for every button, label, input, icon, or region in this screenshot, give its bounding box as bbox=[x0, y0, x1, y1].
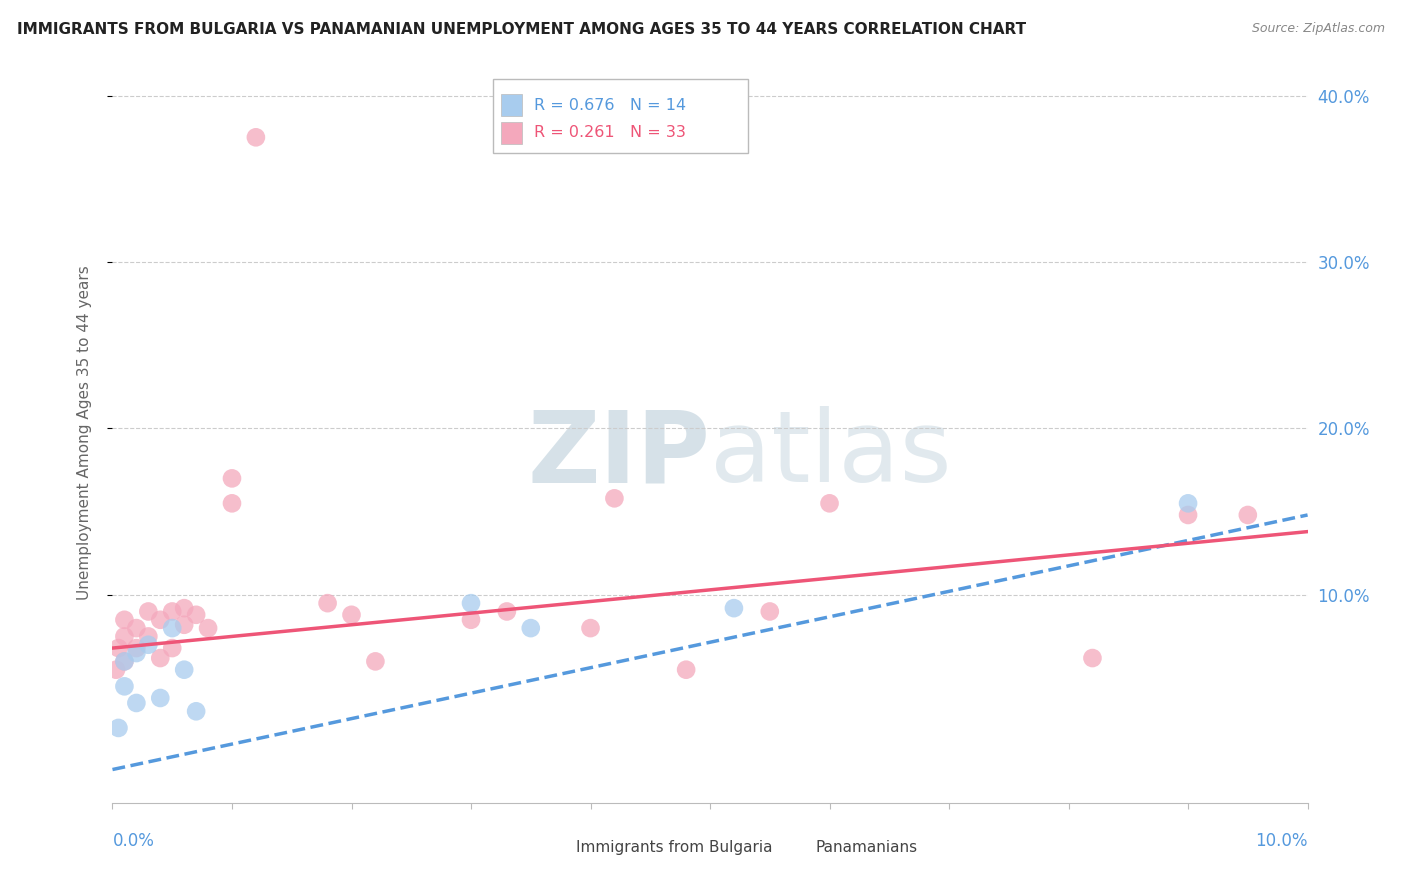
Y-axis label: Unemployment Among Ages 35 to 44 years: Unemployment Among Ages 35 to 44 years bbox=[77, 265, 91, 600]
Text: R = 0.676   N = 14: R = 0.676 N = 14 bbox=[534, 98, 686, 113]
Point bbox=[1177, 496, 1199, 510]
Point bbox=[107, 721, 129, 735]
Point bbox=[675, 663, 697, 677]
Point bbox=[818, 496, 841, 510]
Point bbox=[186, 607, 208, 622]
Point bbox=[149, 613, 172, 627]
Point bbox=[460, 596, 482, 610]
Text: atlas: atlas bbox=[710, 407, 952, 503]
Text: Source: ZipAtlas.com: Source: ZipAtlas.com bbox=[1251, 22, 1385, 36]
Point bbox=[245, 130, 267, 145]
Point bbox=[114, 654, 135, 668]
Point bbox=[1081, 651, 1104, 665]
Point bbox=[1237, 508, 1260, 522]
Point bbox=[186, 704, 208, 718]
Point bbox=[173, 663, 195, 677]
Bar bbox=[501, 121, 523, 144]
Point bbox=[603, 491, 626, 506]
Point bbox=[162, 621, 183, 635]
Point bbox=[364, 654, 387, 668]
Text: IMMIGRANTS FROM BULGARIA VS PANAMANIAN UNEMPLOYMENT AMONG AGES 35 TO 44 YEARS CO: IMMIGRANTS FROM BULGARIA VS PANAMANIAN U… bbox=[17, 22, 1026, 37]
Text: Panamanians: Panamanians bbox=[815, 839, 917, 855]
Point bbox=[197, 621, 219, 635]
Point bbox=[1177, 508, 1199, 522]
Point bbox=[138, 638, 160, 652]
Bar bbox=[501, 95, 523, 117]
Point bbox=[316, 596, 339, 610]
Point bbox=[723, 601, 745, 615]
Point bbox=[138, 629, 160, 643]
Point bbox=[114, 613, 135, 627]
Point bbox=[114, 654, 135, 668]
Point bbox=[125, 696, 148, 710]
Point bbox=[125, 646, 148, 660]
Point bbox=[138, 605, 160, 619]
Point bbox=[759, 605, 782, 619]
Text: 0.0%: 0.0% bbox=[112, 832, 155, 850]
Point bbox=[173, 617, 195, 632]
Point bbox=[105, 663, 128, 677]
Text: ZIP: ZIP bbox=[527, 407, 710, 503]
Text: Immigrants from Bulgaria: Immigrants from Bulgaria bbox=[576, 839, 773, 855]
Point bbox=[107, 641, 129, 656]
Point bbox=[162, 641, 183, 656]
Point bbox=[125, 621, 148, 635]
Text: R = 0.261   N = 33: R = 0.261 N = 33 bbox=[534, 125, 686, 140]
Text: 10.0%: 10.0% bbox=[1256, 832, 1308, 850]
Bar bbox=[548, 838, 571, 856]
Point bbox=[221, 496, 243, 510]
Bar bbox=[787, 838, 810, 856]
Point bbox=[520, 621, 543, 635]
Point bbox=[149, 690, 172, 705]
Point bbox=[173, 601, 195, 615]
Point bbox=[221, 471, 243, 485]
Point bbox=[340, 607, 363, 622]
Point bbox=[114, 679, 135, 693]
Point bbox=[579, 621, 602, 635]
Point bbox=[149, 651, 172, 665]
Point bbox=[162, 605, 183, 619]
Point bbox=[496, 605, 519, 619]
Point bbox=[114, 629, 135, 643]
FancyBboxPatch shape bbox=[492, 79, 748, 153]
Point bbox=[125, 641, 148, 656]
Point bbox=[460, 613, 482, 627]
